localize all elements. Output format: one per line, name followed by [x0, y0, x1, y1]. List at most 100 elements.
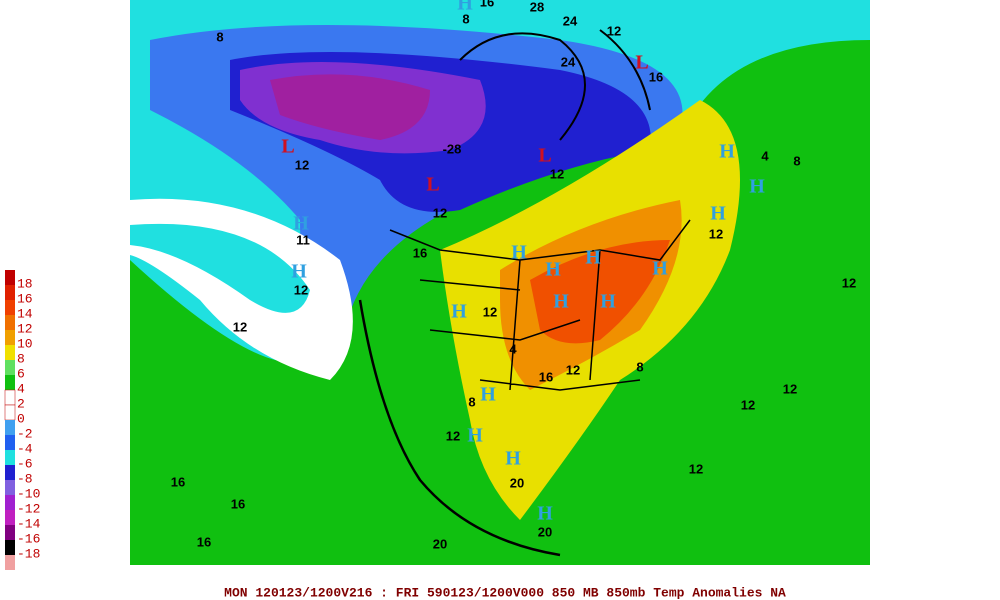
legend-swatch [5, 465, 15, 480]
contour-label: 8 [793, 153, 800, 168]
contour-label: 4 [509, 341, 517, 356]
contour-label: 12 [550, 166, 564, 181]
legend-swatch [5, 510, 15, 525]
contour-label: 11 [296, 232, 310, 247]
legend-label: -10 [17, 486, 40, 501]
contour-label: 12 [294, 282, 308, 297]
low-marker: L [426, 174, 439, 196]
legend-label: -12 [17, 501, 40, 516]
contour-label: 8 [462, 11, 469, 26]
high-marker: H [467, 425, 483, 447]
high-marker: H [505, 448, 521, 470]
high-marker: H [537, 503, 553, 525]
contour-label: 28 [530, 0, 544, 14]
legend-swatch [4, 404, 16, 421]
contour-label: 20 [538, 524, 552, 539]
high-marker: H [291, 261, 307, 283]
contour-label: 24 [561, 54, 576, 69]
contour-label: 16 [231, 496, 245, 511]
legend-swatch [5, 495, 15, 510]
warm-anomaly-core [530, 240, 670, 344]
legend-swatch [5, 360, 15, 375]
legend-swatch [4, 389, 16, 406]
high-marker: H [545, 259, 561, 281]
legend-label: -16 [17, 531, 40, 546]
legend-swatch [5, 315, 15, 330]
contour-label: 16 [413, 245, 427, 260]
high-marker: H [480, 384, 496, 406]
contour-label: 12 [446, 428, 460, 443]
high-marker: H [585, 247, 601, 269]
contour-label: 12 [566, 362, 580, 377]
arctic-coast [459, 29, 651, 141]
legend-label: 14 [17, 306, 33, 321]
legend-label: -18 [17, 546, 40, 561]
high-marker: H [553, 291, 569, 313]
legend-swatch [5, 540, 15, 555]
legend-swatch [5, 330, 15, 345]
legend-swatch [5, 555, 15, 570]
high-marker: H [600, 291, 616, 313]
contour-label: 8 [216, 29, 223, 44]
legend-swatch [5, 450, 15, 465]
legend-label: 18 [17, 276, 33, 291]
legend-label: 0 [17, 411, 25, 426]
legend-swatch [5, 435, 15, 450]
contour-label: 12 [783, 381, 797, 396]
borders [389, 219, 691, 391]
contour-label: 8 [468, 394, 475, 409]
contour-label: 8 [636, 359, 643, 374]
contour-label: 20 [433, 536, 447, 551]
high-marker: H [719, 141, 735, 163]
caption: MON 120123/1200V216 : FRI 590123/1200V00… [224, 585, 786, 600]
contour-label: 12 [607, 23, 621, 38]
contour-label: 12 [233, 319, 247, 334]
high-marker: H [652, 258, 668, 280]
legend-label: -2 [17, 426, 33, 441]
legend-swatch [5, 375, 15, 390]
legend-label: 10 [17, 336, 33, 351]
legend-swatch [5, 525, 15, 540]
contour-label: 16 [649, 69, 663, 84]
contour-label: 20 [510, 475, 524, 490]
contour-label: 24 [563, 13, 578, 28]
cold-anomaly-core [270, 74, 430, 140]
contour-label: 16 [539, 369, 553, 384]
high-marker: H [451, 301, 467, 323]
contour-label: 12 [689, 461, 703, 476]
legend-swatch [5, 345, 15, 360]
legend-label: 2 [17, 396, 25, 411]
contour-label: 12 [709, 226, 723, 241]
coastline [358, 299, 561, 557]
high-marker: H [293, 213, 309, 235]
high-marker: H [457, 0, 473, 15]
legend-swatch [5, 420, 15, 435]
legend-label: -14 [17, 516, 41, 531]
cool-zone-west [130, 223, 310, 313]
legend-swatch [5, 480, 15, 495]
legend-swatch [5, 270, 15, 285]
contour-label: 12 [295, 157, 309, 172]
legend-label: -4 [17, 441, 33, 456]
contour-label: 12 [842, 275, 856, 290]
legend-label: 16 [17, 291, 33, 306]
high-marker: H [749, 176, 765, 198]
low-marker: L [635, 52, 648, 74]
legend-label: 4 [17, 381, 25, 396]
legend-label: 8 [17, 351, 25, 366]
contour-label: 16 [197, 534, 211, 549]
legend-swatch [5, 285, 15, 300]
high-marker: H [511, 242, 527, 264]
contour-label: -28 [443, 141, 462, 156]
contour-label: 4 [761, 148, 769, 163]
low-marker: L [538, 145, 551, 167]
map [130, 0, 870, 565]
high-marker: H [710, 203, 726, 225]
contour-label: 16 [480, 0, 494, 9]
contour-label: 12 [741, 397, 755, 412]
legend-swatch [5, 300, 15, 315]
legend-label: -8 [17, 471, 33, 486]
